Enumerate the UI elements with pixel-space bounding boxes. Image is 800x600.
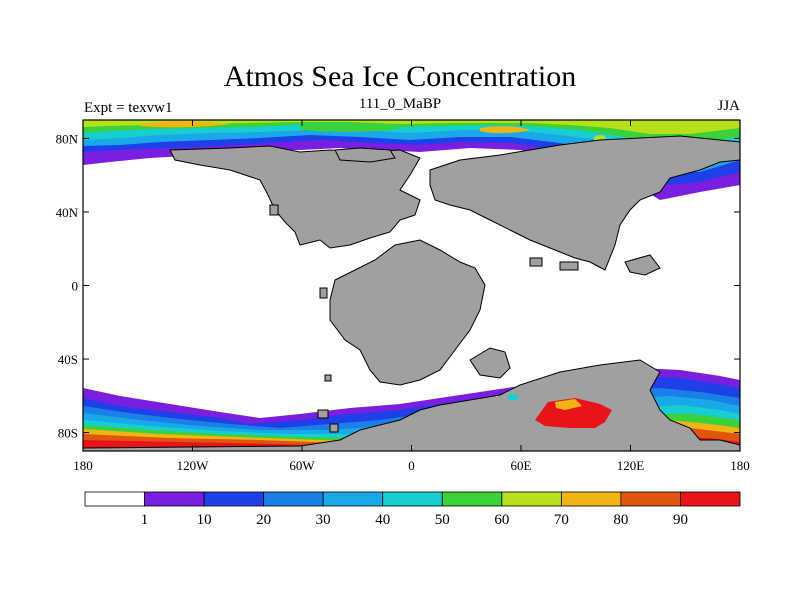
experiment-label: Expt = texvw1 — [84, 100, 173, 116]
colorbar-label: 20 — [256, 512, 271, 528]
colorbar-swatch — [620, 491, 681, 507]
colorbar: 1 10 20 30 40 50 60 70 80 90 — [84, 491, 741, 528]
antarctic-ice-patch — [508, 394, 612, 428]
lat-tick-label: 40S — [58, 352, 78, 367]
colorbar-label: 80 — [613, 512, 628, 528]
colorbar-swatch — [322, 491, 384, 507]
lat-tick-label: 80N — [56, 131, 79, 146]
colorbar-swatch — [203, 491, 265, 507]
land-masses — [83, 135, 740, 451]
lon-tick-label: 120E — [617, 458, 645, 473]
map-title: Atmos Sea Ice Concentration — [223, 60, 577, 93]
colorbar-label: 40 — [375, 512, 390, 528]
lat-tick-label: 80S — [58, 426, 78, 441]
season-label: JJA — [717, 98, 740, 114]
colorbar-label: 50 — [435, 512, 450, 528]
colorbar-swatch — [144, 491, 205, 507]
lon-tick-label: 60W — [289, 458, 315, 473]
latitude-axis: 80N 40N 0 40S 80S — [56, 131, 740, 441]
colorbar-swatch — [382, 491, 443, 507]
time-label: 111_0_MaBP — [358, 96, 442, 112]
lon-tick-label: 180 — [730, 458, 750, 473]
colorbar-swatch — [263, 491, 324, 507]
lon-tick-label: 60E — [511, 458, 532, 473]
north-sea-ice — [83, 120, 740, 200]
colorbar-label: 60 — [494, 512, 509, 528]
lat-tick-label: 40N — [56, 205, 79, 220]
colorbar-swatch — [441, 491, 503, 507]
lon-tick-label: 120W — [177, 458, 210, 473]
colorbar-swatch — [501, 491, 562, 507]
colorbar-swatch — [84, 491, 145, 507]
colorbar-swatch — [680, 491, 741, 507]
colorbar-label: 70 — [554, 512, 569, 528]
map-plot-area — [83, 120, 740, 451]
colorbar-label: 90 — [673, 512, 688, 528]
colorbar-swatch — [560, 491, 622, 507]
colorbar-label: 30 — [316, 512, 331, 528]
lon-tick-label: 180 — [73, 458, 93, 473]
colorbar-label: 10 — [197, 512, 212, 528]
lat-tick-label: 0 — [72, 279, 79, 294]
lon-tick-label: 0 — [408, 458, 415, 473]
longitude-axis: 180 120W 60W 0 60E 120E 180 — [73, 120, 750, 473]
colorbar-label: 1 — [141, 512, 149, 528]
